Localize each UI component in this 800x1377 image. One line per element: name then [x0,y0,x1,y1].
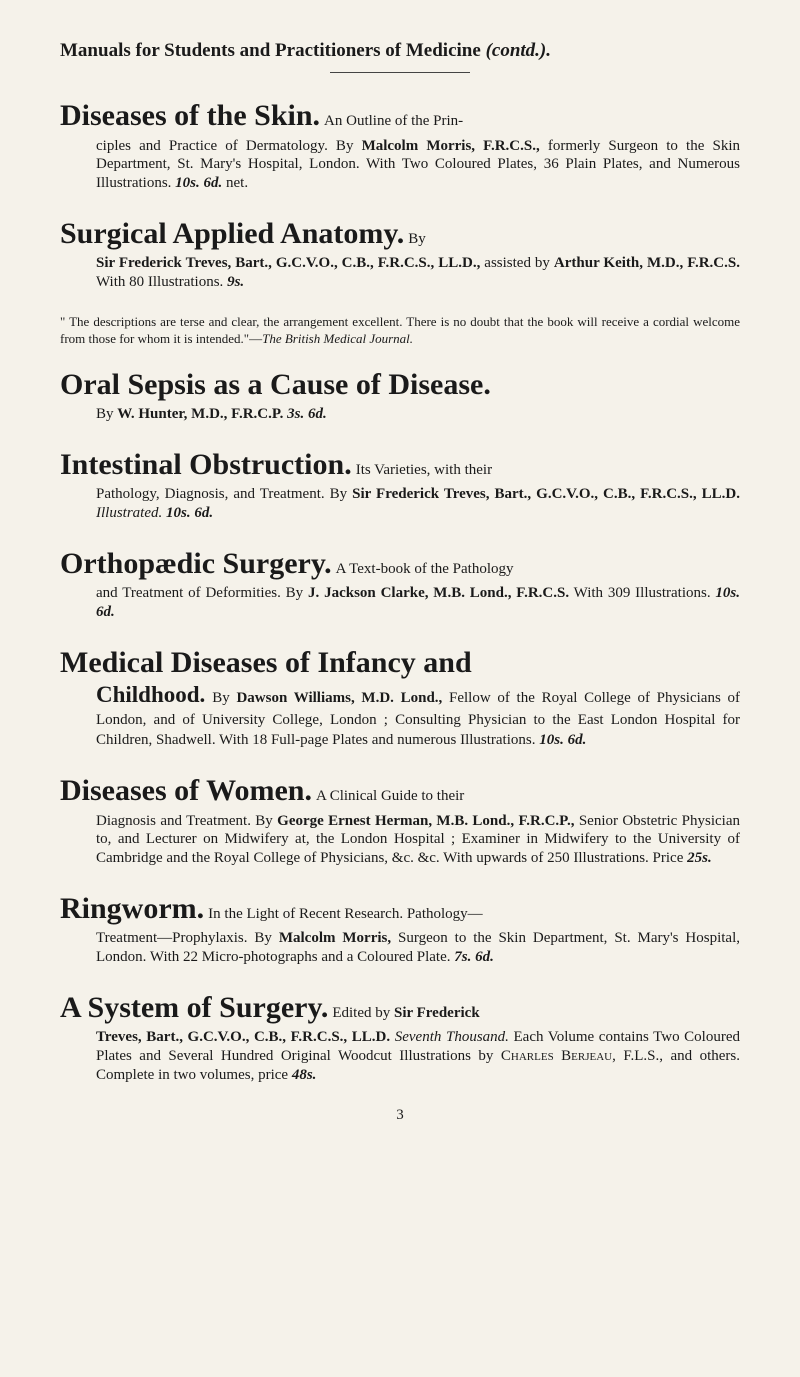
page-number: 3 [60,1107,740,1124]
header-divider [330,72,470,73]
book-entry: Medical Diseases of Infancy and Childhoo… [60,644,740,750]
book-lead: A Text-book of the Pathology [336,561,514,577]
book-lead: By [408,231,426,247]
book-title: Diseases of the Skin. [60,99,320,132]
header-title: Manuals for Students and Practitioners o… [60,40,481,61]
book-title: A System of Surgery. [60,991,328,1024]
book-entry: Diseases of Women. A Clinical Guide to t… [60,772,740,868]
book-desc: By W. Hunter, M.D., F.R.C.P. 3s. 6d. [60,405,740,424]
book-desc: Treves, Bart., G.C.V.O., C.B., F.R.C.S.,… [60,1028,740,1084]
book-title: Oral Sepsis as a Cause of Disease. [60,368,491,401]
book-entry: Surgical Applied Anatomy. By Sir Frederi… [60,215,740,292]
book-lead: A Clinical Guide to their [316,788,464,804]
book-title: Surgical Applied Anatomy. [60,217,404,250]
book-title: Medical Diseases of Infancy and [60,646,472,679]
book-subtitle: Childhood. [96,682,205,707]
book-lead: In the Light of Recent Research. Patholo… [208,906,483,922]
book-desc: and Treatment of Deformities. By J. Jack… [60,584,740,622]
book-entry: Diseases of the Skin. An Outline of the … [60,97,740,193]
book-desc: Sir Frederick Treves, Bart., G.C.V.O., C… [60,254,740,292]
book-entry: Orthopædic Surgery. A Text-book of the P… [60,545,740,622]
book-entry: Oral Sepsis as a Cause of Disease. By W.… [60,366,740,424]
page-header: Manuals for Students and Practitioners o… [60,40,740,62]
book-title: Intestinal Obstruction. [60,448,352,481]
header-contd: (contd.). [481,40,551,61]
book-lead: An Outline of the Prin- [324,113,463,129]
book-desc: Diagnosis and Treatment. By George Ernes… [60,812,740,868]
book-lead: Edited by [332,1005,394,1021]
book-entry: A System of Surgery. Edited by Sir Frede… [60,989,740,1085]
book-title: Orthopædic Surgery. [60,547,332,580]
book-title: Ringworm. [60,892,204,925]
book-title: Diseases of Women. [60,774,312,807]
book-desc: ciples and Practice of Dermatology. By M… [60,137,740,193]
book-entry: Intestinal Obstruction. Its Varieties, w… [60,446,740,523]
book-entry: Ringworm. In the Light of Recent Researc… [60,890,740,967]
book-desc: Treatment—Prophylaxis. By Malcolm Morris… [60,929,740,967]
book-quote: " The descriptions are terse and clear, … [60,314,740,348]
book-lead: By [212,690,236,706]
book-lead: Its Varieties, with their [356,462,492,478]
book-desc: Pathology, Diagnosis, and Treatment. By … [60,485,740,523]
